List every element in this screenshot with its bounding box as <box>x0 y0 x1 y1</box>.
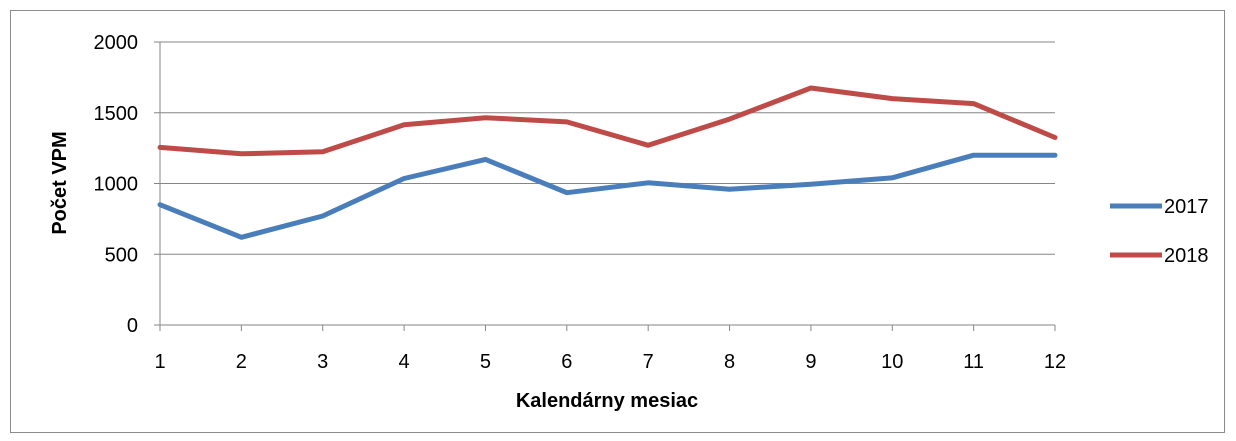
x-tick-label: 9 <box>805 351 816 373</box>
chart-border <box>10 10 1225 433</box>
x-axis-ticks: 1 2 3 4 5 6 7 8 9 10 11 12 <box>154 325 1066 373</box>
x-tick-label: 8 <box>724 351 735 373</box>
x-tick-label: 4 <box>399 351 410 373</box>
x-tick-label: 3 <box>317 351 328 373</box>
x-tick-label: 12 <box>1044 351 1066 373</box>
y-tick-label: 0 <box>127 315 138 337</box>
x-tick-label: 6 <box>561 351 572 373</box>
series-lines <box>157 85 1058 240</box>
y-axis-title: Počet VPM <box>49 131 71 234</box>
legend-label-2017: 2017 <box>1164 196 1209 218</box>
y-tick-label: 2000 <box>94 32 139 54</box>
x-axis-title: Kalendárny mesiac <box>516 390 698 412</box>
y-axis-ticks: 0 500 1000 1500 2000 <box>94 32 160 337</box>
x-tick-label: 2 <box>236 351 247 373</box>
y-tick-label: 1000 <box>94 174 139 196</box>
legend: 2017 2018 <box>1110 196 1209 267</box>
x-tick-label: 11 <box>963 351 984 373</box>
y-tick-label: 1500 <box>94 103 139 125</box>
x-tick-label: 7 <box>643 351 654 373</box>
series-line-2017 <box>157 152 1058 240</box>
x-tick-label: 1 <box>154 351 165 373</box>
legend-label-2018: 2018 <box>1164 245 1209 267</box>
gridlines <box>160 41 1055 255</box>
series-line-2018 <box>157 85 1058 157</box>
x-tick-label: 10 <box>881 351 903 373</box>
x-tick-label: 5 <box>480 351 491 373</box>
y-tick-label: 500 <box>105 244 138 266</box>
